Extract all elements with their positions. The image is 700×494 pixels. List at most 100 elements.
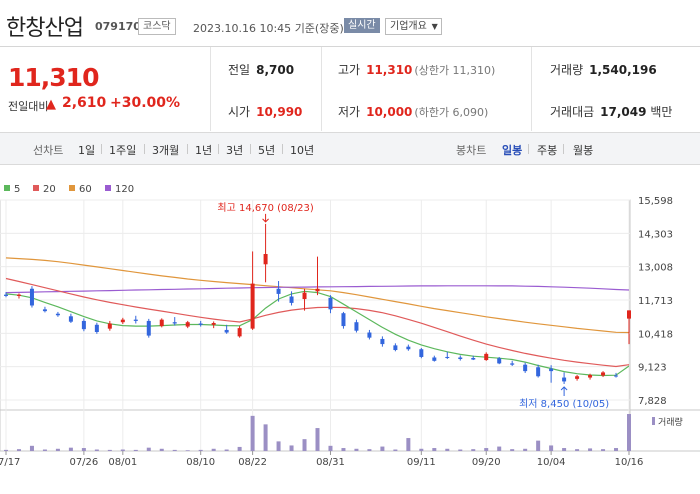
volume-bar [354, 448, 359, 451]
volume-bar [81, 448, 86, 451]
stock-code: 079170 [95, 20, 141, 33]
candlestick-chart-svg: 15,598 14,303 13,008 11,713 10,418 9,123 7,828… [0, 184, 700, 468]
candle-body [263, 254, 268, 265]
period-10y[interactable]: 10년 [290, 144, 315, 157]
candle-body [393, 345, 398, 351]
candle-body [445, 356, 450, 358]
up-arrow-icon: ▲ [46, 97, 56, 112]
candle-body [341, 313, 346, 327]
candle-body [16, 294, 21, 296]
stock-name: 한창산업 [6, 16, 84, 41]
volume-bar [614, 448, 619, 451]
quote-value: 17,049 [600, 105, 647, 119]
candle-body [211, 322, 216, 325]
period-3m[interactable]: 3개월 [152, 144, 180, 157]
quote-value: 11,310 [366, 63, 413, 77]
quote-open: 시가 10,990 [228, 103, 302, 120]
volume-bar [419, 448, 424, 451]
candle-body [601, 372, 606, 376]
candle-body [250, 283, 255, 329]
x-tick-label: 10/04 [537, 457, 566, 468]
candle-body [588, 374, 593, 378]
candle-body [380, 338, 385, 345]
company-info-dropdown[interactable]: 기업개요 ▼ [385, 18, 442, 35]
status-text: 기준(장중) [294, 22, 344, 35]
volume-bar [172, 449, 177, 451]
candle-body [224, 329, 229, 333]
quote-prev-close: 전일 8,700 [228, 61, 294, 78]
divider [531, 47, 532, 131]
divider [250, 144, 251, 154]
period-1d[interactable]: 1일 [78, 144, 96, 157]
y-tick-label: 13,008 [638, 263, 673, 274]
quote-volume: 거래량 1,540,196 [550, 61, 657, 78]
low-annotation: 최저 8,450 (10/05) [519, 398, 609, 410]
volume-bar [536, 440, 541, 451]
divider [218, 144, 219, 154]
divider [101, 144, 102, 154]
chevron-down-icon: ▼ [431, 22, 438, 31]
volume-bar [458, 449, 463, 451]
quote-grid: 전일 8,700 시가 10,990 고가 11,310 (상한가 11,310) 저가… [211, 47, 700, 131]
change-value: 2,610 [62, 95, 107, 111]
candle-body [471, 357, 476, 360]
x-tick-label: 08/01 [108, 457, 137, 468]
quote-amount: 거래대금 17,049 백만 [550, 103, 672, 120]
divider [563, 144, 564, 154]
quote-label: 거래대금 [550, 105, 595, 119]
candle-body [302, 292, 307, 300]
candle-body [627, 310, 631, 319]
candle-chart-label: 봉차트 [456, 144, 487, 157]
candle-body [536, 367, 541, 377]
period-5y[interactable]: 5년 [258, 144, 276, 157]
volume-bar [198, 449, 203, 451]
period-3y[interactable]: 3년 [226, 144, 244, 157]
legend-label: 120 [115, 184, 134, 195]
candle-body [146, 320, 151, 336]
realtime-button[interactable]: 실시간 [344, 18, 380, 33]
quote-value: 8,700 [256, 63, 295, 77]
quote-label: 거래량 [550, 63, 584, 77]
candle-body [289, 296, 294, 303]
quote-value: 10,000 [366, 105, 413, 119]
legend-swatch [33, 185, 39, 191]
volume-bar [185, 450, 190, 451]
volume-bar [250, 415, 255, 451]
volume-bar [315, 428, 320, 451]
market-badge: 코스닥 [138, 18, 176, 35]
volume-bar [380, 446, 385, 451]
candle-body [159, 319, 164, 327]
candle-monthly[interactable]: 월봉 [573, 144, 594, 157]
period-1w[interactable]: 1주일 [109, 144, 137, 157]
plot-frame [0, 199, 631, 452]
candle-body [354, 322, 359, 331]
y-tick-label: 14,303 [638, 229, 673, 240]
volume-bar [146, 447, 151, 451]
candle-body [198, 323, 203, 325]
divider [282, 144, 283, 154]
amount-unit: 백만 [650, 105, 673, 119]
volume-bar [328, 445, 333, 451]
volume-bar [29, 445, 34, 451]
candle-body [237, 328, 242, 337]
volume-bar [276, 441, 281, 451]
volume-bar [68, 447, 73, 451]
period-1y[interactable]: 1년 [195, 144, 213, 157]
x-tick-label: 09/20 [472, 457, 501, 468]
y-tick-label: 11,713 [638, 296, 673, 307]
candle-body [614, 375, 619, 377]
candle-body [367, 332, 372, 338]
candle-daily[interactable]: 일봉 [502, 144, 523, 157]
lower-limit: (하한가 6,090) [414, 106, 489, 119]
quote-high: 고가 11,310 (상한가 11,310) [338, 61, 495, 78]
candle-body [276, 288, 281, 294]
volume-bar [42, 449, 47, 451]
legend-swatch [4, 185, 10, 191]
candle-body [523, 364, 528, 372]
line-chart-label: 선차트 [33, 144, 64, 157]
x-tick-label: 08/22 [238, 457, 267, 468]
candle-weekly[interactable]: 주봉 [537, 144, 558, 157]
candle-body [458, 357, 463, 360]
candle-body [133, 319, 138, 321]
divider [144, 144, 145, 154]
